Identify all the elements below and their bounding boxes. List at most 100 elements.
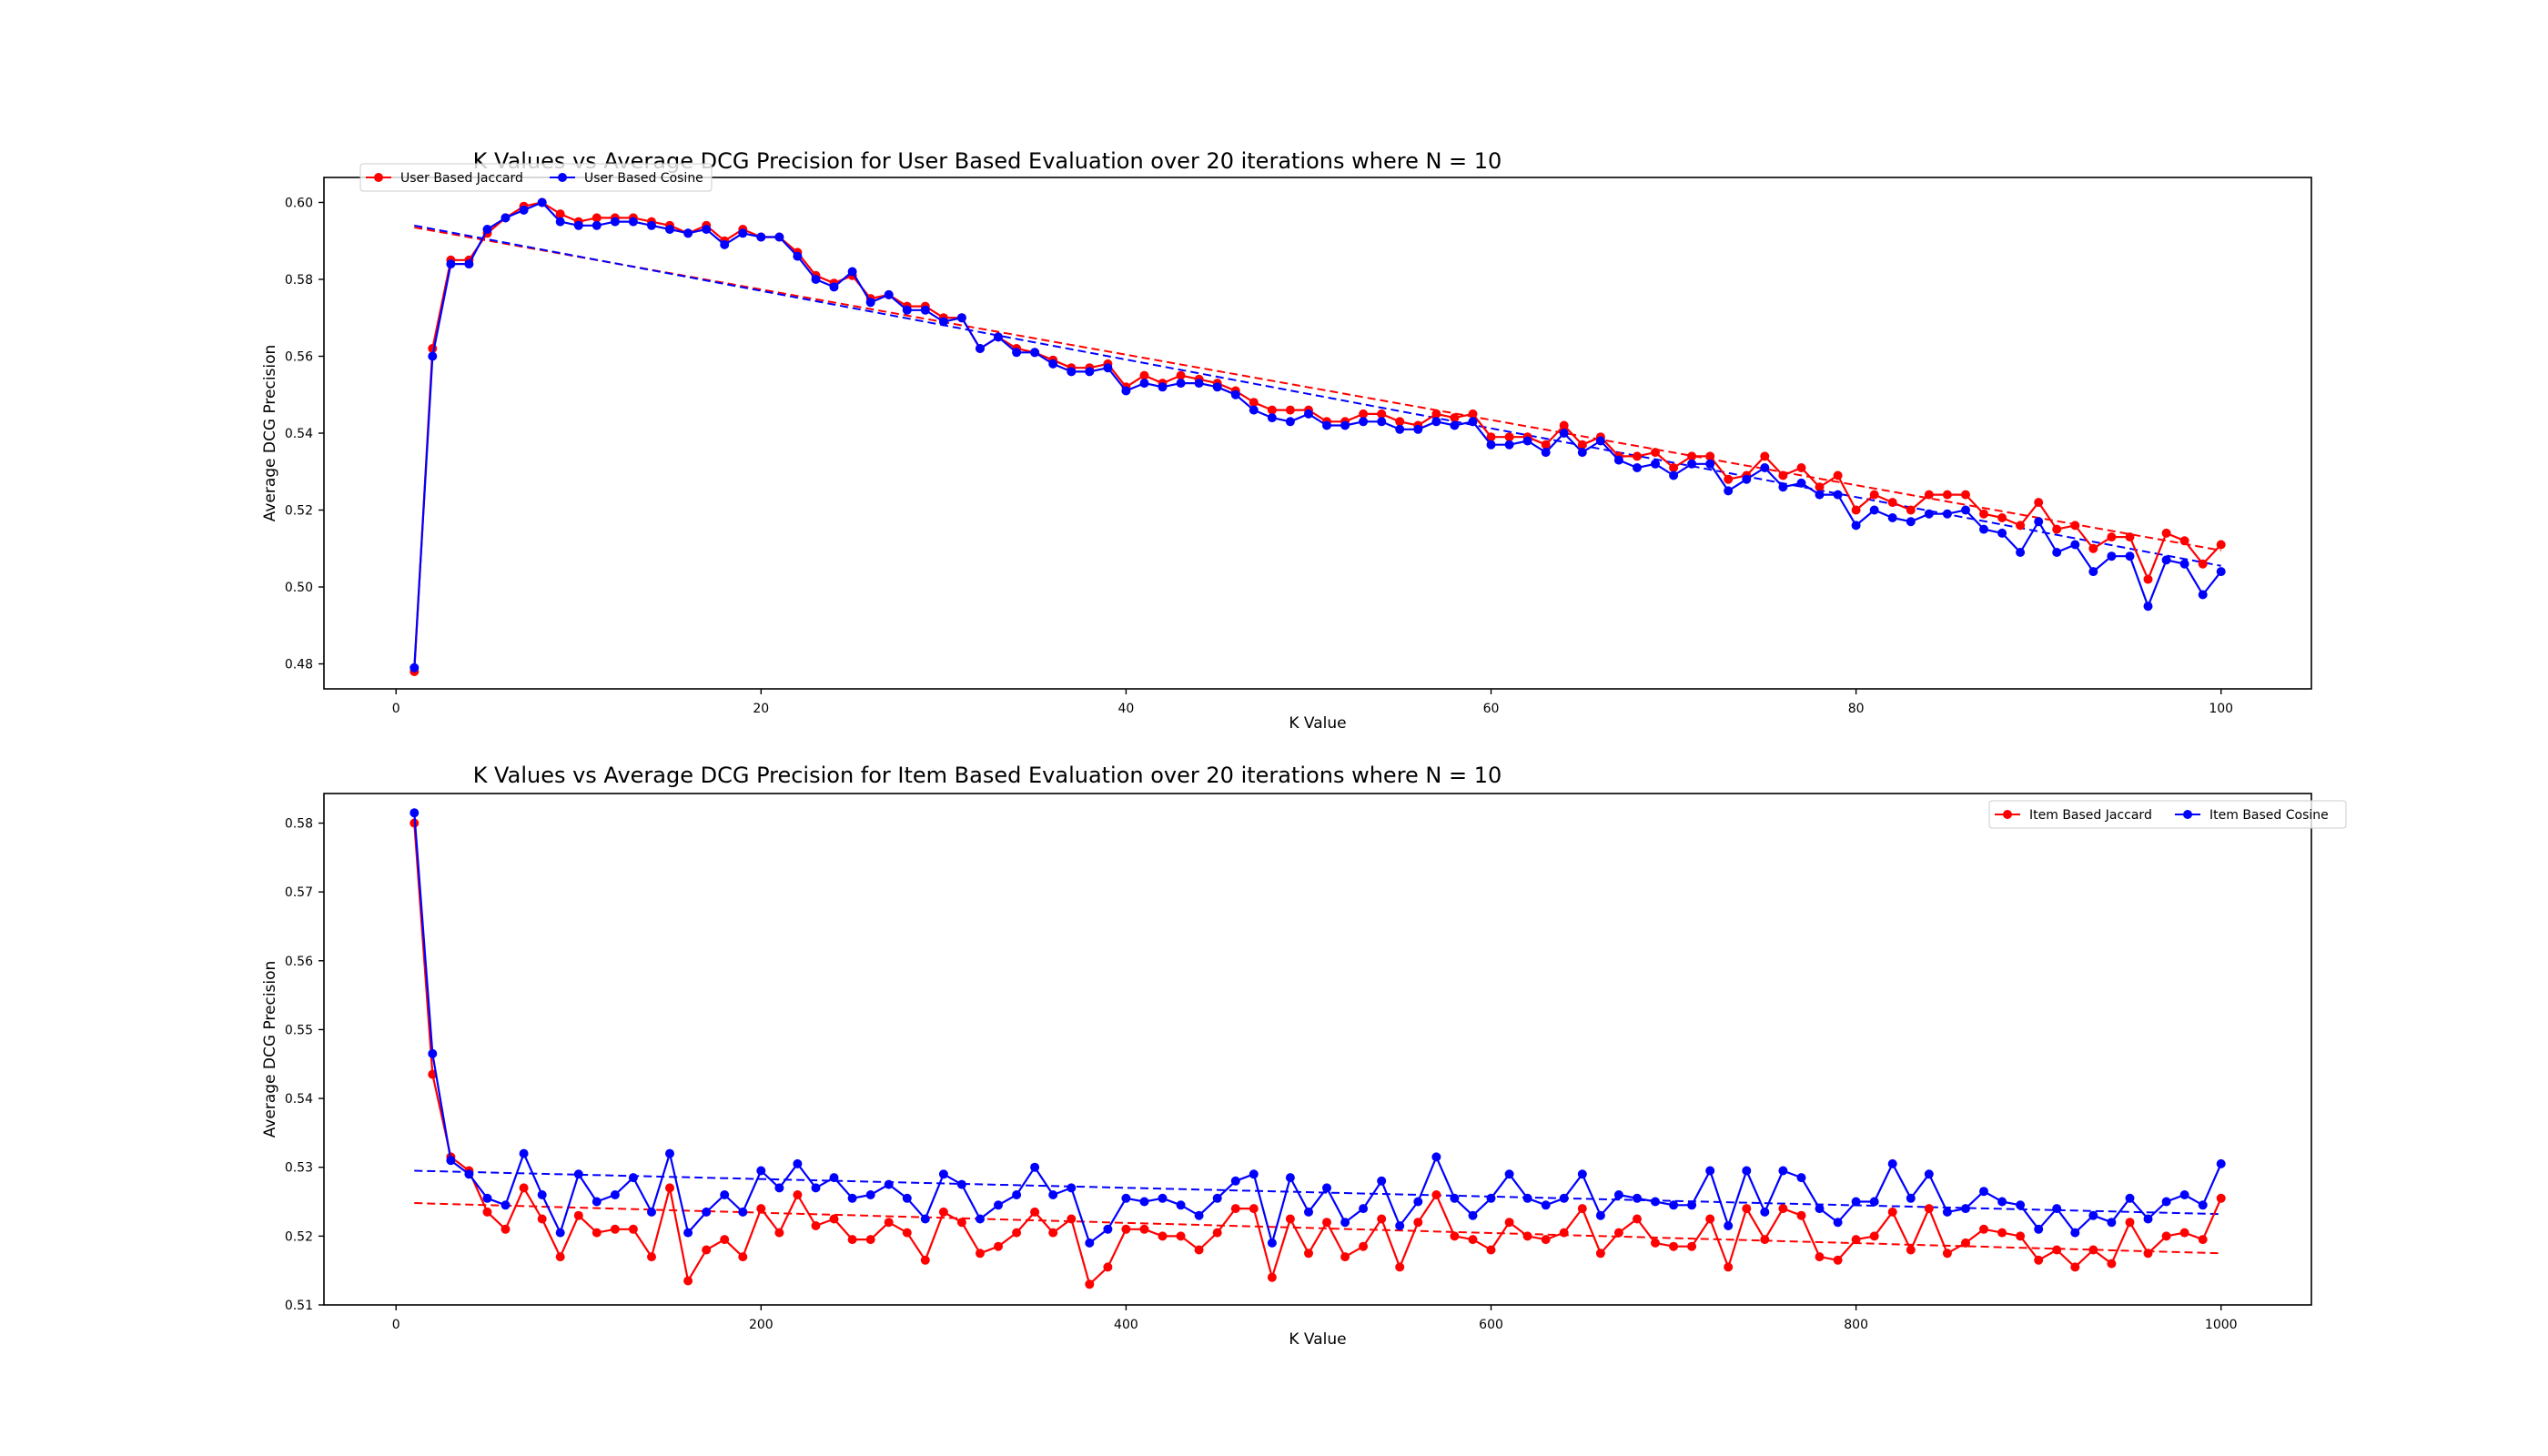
x-tick-label: 40	[1118, 702, 1135, 716]
trendline-user-based-jaccard	[414, 226, 2221, 551]
x-tick-label: 0	[392, 702, 400, 716]
data-point-item-based-cosine	[756, 1166, 766, 1176]
data-point-item-based-cosine	[1067, 1183, 1077, 1193]
data-point-user-based-jaccard	[1997, 513, 2007, 522]
data-point-user-based-cosine	[1851, 521, 1861, 531]
data-point-item-based-jaccard	[1595, 1249, 1605, 1259]
data-point-item-based-cosine	[1997, 1197, 2007, 1207]
y-axis-label: Average DCG Precision	[261, 345, 279, 522]
legend: User Based Jaccard User Based Cosine	[359, 163, 713, 192]
data-point-user-based-jaccard	[1669, 463, 1679, 472]
data-point-item-based-jaccard	[2052, 1245, 2062, 1255]
data-point-item-based-jaccard	[1048, 1228, 1058, 1238]
data-point-item-based-jaccard	[1486, 1245, 1496, 1255]
data-point-item-based-jaccard	[1176, 1231, 1186, 1241]
data-point-item-based-cosine	[1815, 1204, 1825, 1214]
data-point-user-based-cosine	[1322, 420, 1331, 430]
data-point-item-based-jaccard	[902, 1228, 912, 1238]
data-point-user-based-cosine	[1705, 459, 1715, 469]
data-point-user-based-jaccard	[2088, 543, 2098, 553]
data-point-item-based-cosine	[1030, 1162, 1040, 1172]
chart-title: K Values vs Average DCG Precision for It…	[473, 763, 1502, 788]
data-point-item-based-cosine	[1778, 1166, 1788, 1176]
data-point-user-based-jaccard	[2143, 574, 2153, 584]
data-point-user-based-cosine	[1613, 455, 1623, 465]
data-point-item-based-cosine	[428, 1048, 438, 1058]
legend-marker-cosine	[558, 173, 567, 182]
x-tick-label: 0	[392, 1318, 400, 1332]
data-point-item-based-jaccard	[1979, 1224, 1988, 1234]
data-point-item-based-cosine	[1796, 1173, 1806, 1183]
y-tick-label: 0.58	[285, 817, 313, 832]
data-point-item-based-jaccard	[1796, 1210, 1806, 1220]
data-point-user-based-jaccard	[1815, 482, 1825, 492]
data-point-user-based-jaccard	[1267, 405, 1277, 415]
data-point-item-based-cosine	[2107, 1218, 2117, 1228]
data-point-item-based-cosine	[2179, 1190, 2189, 1199]
data-point-item-based-jaccard	[2198, 1235, 2208, 1245]
data-point-user-based-cosine	[2016, 548, 2026, 557]
legend-box	[359, 163, 713, 192]
data-point-user-based-cosine	[1887, 513, 1897, 522]
data-point-user-based-cosine	[1541, 448, 1551, 458]
data-point-item-based-cosine	[938, 1169, 948, 1179]
data-point-item-based-cosine	[1103, 1224, 1113, 1234]
x-axis-ticks: 0 200 400 600 800 1000	[392, 1305, 2238, 1332]
y-tick-label: 0.54	[285, 427, 313, 441]
data-point-user-based-cosine	[1633, 463, 1642, 472]
y-tick-label: 0.56	[285, 349, 313, 364]
data-point-item-based-jaccard	[1833, 1255, 1843, 1265]
data-point-item-based-cosine	[2216, 1158, 2226, 1168]
data-point-item-based-cosine	[1633, 1193, 1642, 1203]
data-point-user-based-cosine	[938, 317, 948, 327]
data-point-item-based-jaccard	[1942, 1249, 1952, 1259]
data-point-user-based-jaccard	[1778, 470, 1788, 480]
y-axis-label: Average DCG Precision	[261, 961, 279, 1138]
data-point-item-based-jaccard	[1267, 1272, 1277, 1282]
data-point-user-based-jaccard	[592, 213, 602, 223]
data-point-item-based-jaccard	[1377, 1214, 1387, 1224]
data-point-item-based-cosine	[811, 1183, 821, 1193]
legend-marker-jaccard	[374, 173, 383, 182]
data-point-user-based-jaccard	[1359, 409, 1369, 419]
data-point-item-based-jaccard	[1230, 1204, 1240, 1214]
data-point-user-based-cosine	[410, 662, 420, 672]
data-point-item-based-jaccard	[1742, 1204, 1752, 1214]
data-point-item-based-jaccard	[994, 1241, 1003, 1251]
data-point-user-based-jaccard	[555, 209, 565, 219]
data-point-item-based-jaccard	[1249, 1204, 1259, 1214]
data-point-item-based-jaccard	[2216, 1193, 2226, 1203]
series-line-user-based-cosine	[413, 201, 2222, 668]
data-point-user-based-cosine	[1577, 448, 1587, 458]
data-point-user-based-jaccard	[1979, 509, 1988, 519]
data-point-user-based-jaccard	[2052, 524, 2062, 534]
data-point-user-based-jaccard	[1651, 448, 1660, 458]
item-based-chart: K Values vs Average DCG Precision for It…	[261, 763, 2347, 1349]
data-point-item-based-cosine	[1413, 1197, 1423, 1207]
data-point-item-based-jaccard	[500, 1224, 511, 1234]
data-point-item-based-cosine	[793, 1158, 803, 1168]
data-point-user-based-jaccard	[1285, 405, 1295, 415]
data-point-item-based-cosine	[847, 1193, 857, 1203]
data-point-user-based-cosine	[1340, 420, 1350, 430]
data-point-item-based-cosine	[884, 1179, 894, 1189]
data-point-user-based-cosine	[2125, 551, 2135, 561]
data-point-user-based-cosine	[573, 220, 583, 230]
data-point-item-based-cosine	[610, 1190, 620, 1199]
data-point-user-based-cosine	[610, 217, 620, 227]
y-tick-label: 0.60	[285, 196, 313, 210]
data-point-user-based-cosine	[702, 225, 712, 234]
x-tick-label: 60	[1483, 702, 1500, 716]
data-point-user-based-cosine	[994, 332, 1003, 342]
data-point-item-based-jaccard	[1961, 1238, 1970, 1248]
data-point-user-based-jaccard	[1395, 417, 1405, 427]
data-point-item-based-cosine	[1267, 1238, 1277, 1248]
data-point-user-based-cosine	[1778, 482, 1788, 492]
data-point-user-based-jaccard	[2161, 528, 2171, 538]
data-point-item-based-cosine	[1522, 1193, 1532, 1203]
data-point-item-based-cosine	[1085, 1238, 1095, 1248]
data-point-user-based-cosine	[1085, 367, 1095, 377]
data-point-item-based-cosine	[1212, 1193, 1222, 1203]
plot-frame	[323, 793, 2312, 1306]
data-point-user-based-jaccard	[1924, 490, 1934, 500]
